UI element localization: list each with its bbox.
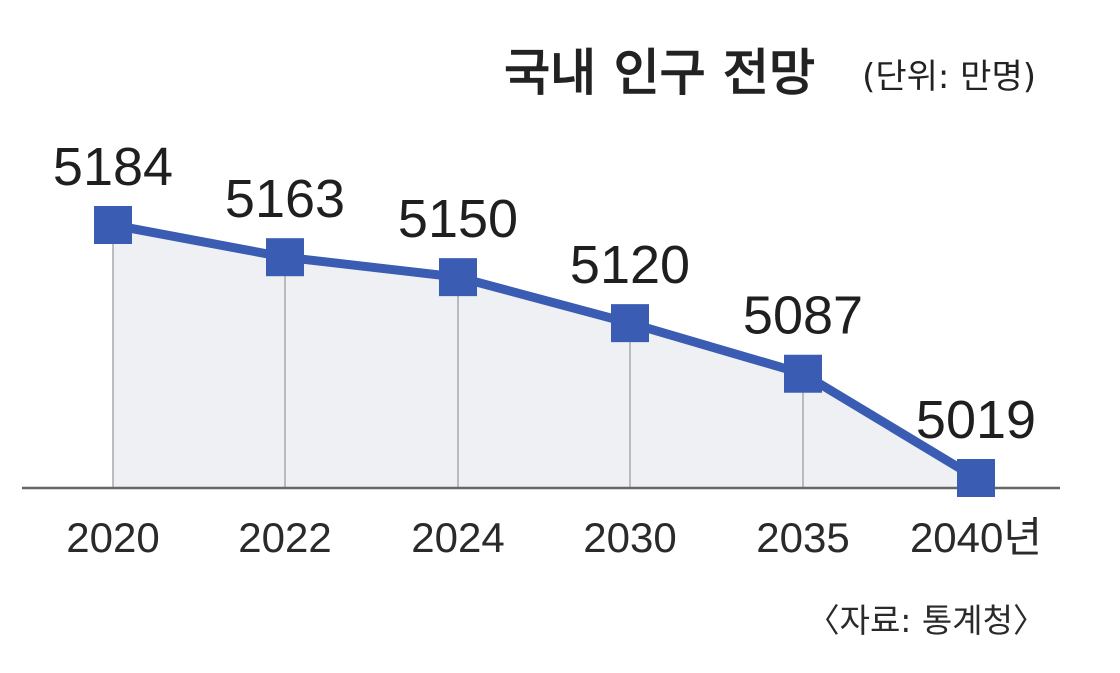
- data-marker-2: [439, 258, 477, 297]
- x-tick-label-0: 2020: [66, 514, 159, 561]
- data-marker-5: [957, 459, 995, 497]
- data-marker-3: [611, 304, 649, 343]
- markers-layer: [94, 206, 995, 497]
- x-tick-label-3: 2030: [583, 514, 676, 561]
- area-fill-layer: [113, 225, 976, 488]
- chart-title: 국내 인구 전망: [504, 44, 815, 102]
- x-tick-labels-layer: 2020 2022 2024 2030 2035 2040년: [66, 514, 1042, 561]
- x-tick-label-2: 2024: [411, 514, 504, 561]
- data-label-1: 5163: [225, 169, 345, 229]
- data-label-3: 5120: [570, 235, 690, 295]
- data-marker-4: [784, 354, 822, 393]
- x-tick-label-1: 2022: [238, 514, 331, 561]
- area-fill: [113, 225, 976, 488]
- data-label-4: 5087: [743, 286, 863, 346]
- x-tick-label-5: 2040년: [910, 514, 1042, 561]
- data-labels-layer: 5184 5163 5150 5120 5087 5019: [53, 137, 1036, 450]
- data-label-0: 5184: [53, 137, 173, 197]
- series-line: [108, 220, 981, 483]
- series-line-layer: [108, 220, 981, 483]
- x-tick-label-4: 2035: [756, 514, 849, 561]
- chart-source: 〈자료: 통계청〉: [807, 601, 1046, 640]
- data-marker-1: [266, 238, 304, 277]
- data-label-2: 5150: [398, 189, 518, 249]
- data-marker-0: [94, 206, 132, 244]
- chart-unit-label: (단위: 만명): [862, 57, 1036, 97]
- data-label-5: 5019: [916, 390, 1036, 450]
